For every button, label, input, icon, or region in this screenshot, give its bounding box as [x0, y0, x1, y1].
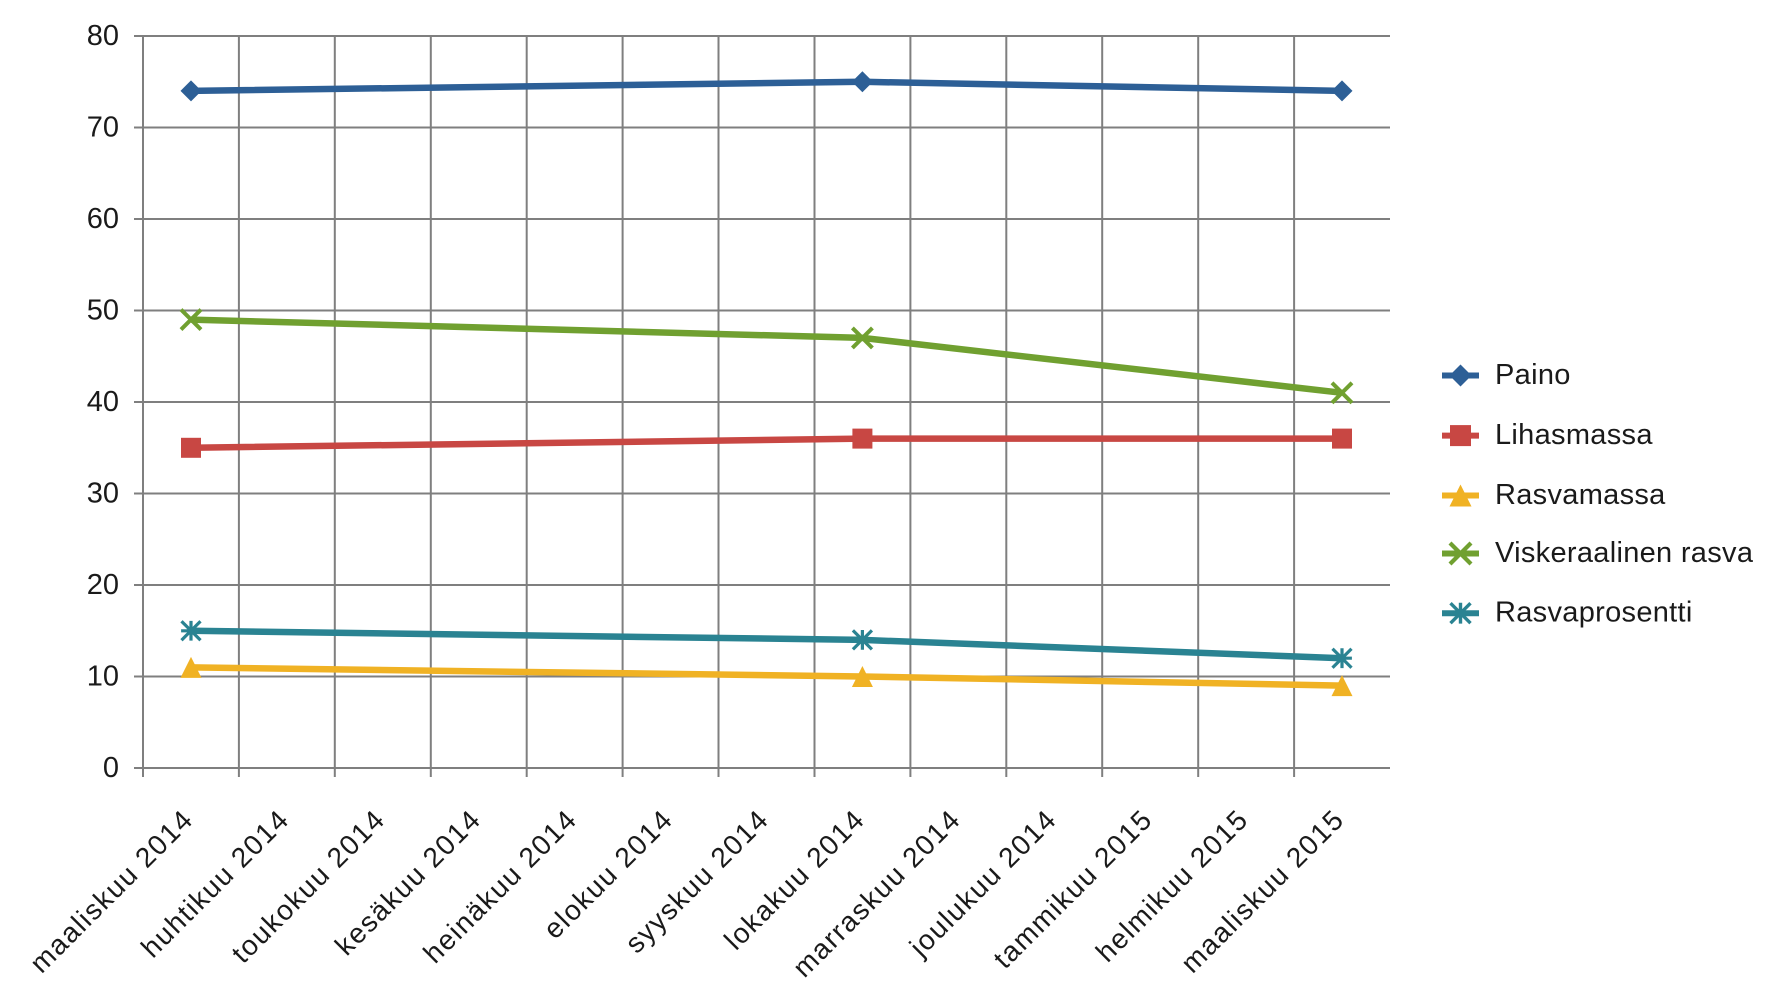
svg-text:0: 0	[103, 752, 119, 784]
svg-text:Viskeraalinen rasva: Viskeraalinen rasva	[1495, 537, 1754, 569]
svg-text:30: 30	[87, 478, 119, 510]
svg-text:70: 70	[87, 112, 119, 144]
svg-text:60: 60	[87, 203, 119, 235]
svg-text:50: 50	[87, 295, 119, 327]
svg-text:Rasvamassa: Rasvamassa	[1495, 479, 1666, 511]
svg-text:Paino: Paino	[1495, 359, 1571, 391]
svg-text:20: 20	[87, 569, 119, 601]
svg-text:40: 40	[87, 386, 119, 418]
svg-text:80: 80	[87, 20, 119, 52]
svg-text:Rasvaprosentti: Rasvaprosentti	[1495, 597, 1693, 629]
svg-text:10: 10	[87, 661, 119, 693]
svg-text:Lihasmassa: Lihasmassa	[1495, 419, 1653, 451]
